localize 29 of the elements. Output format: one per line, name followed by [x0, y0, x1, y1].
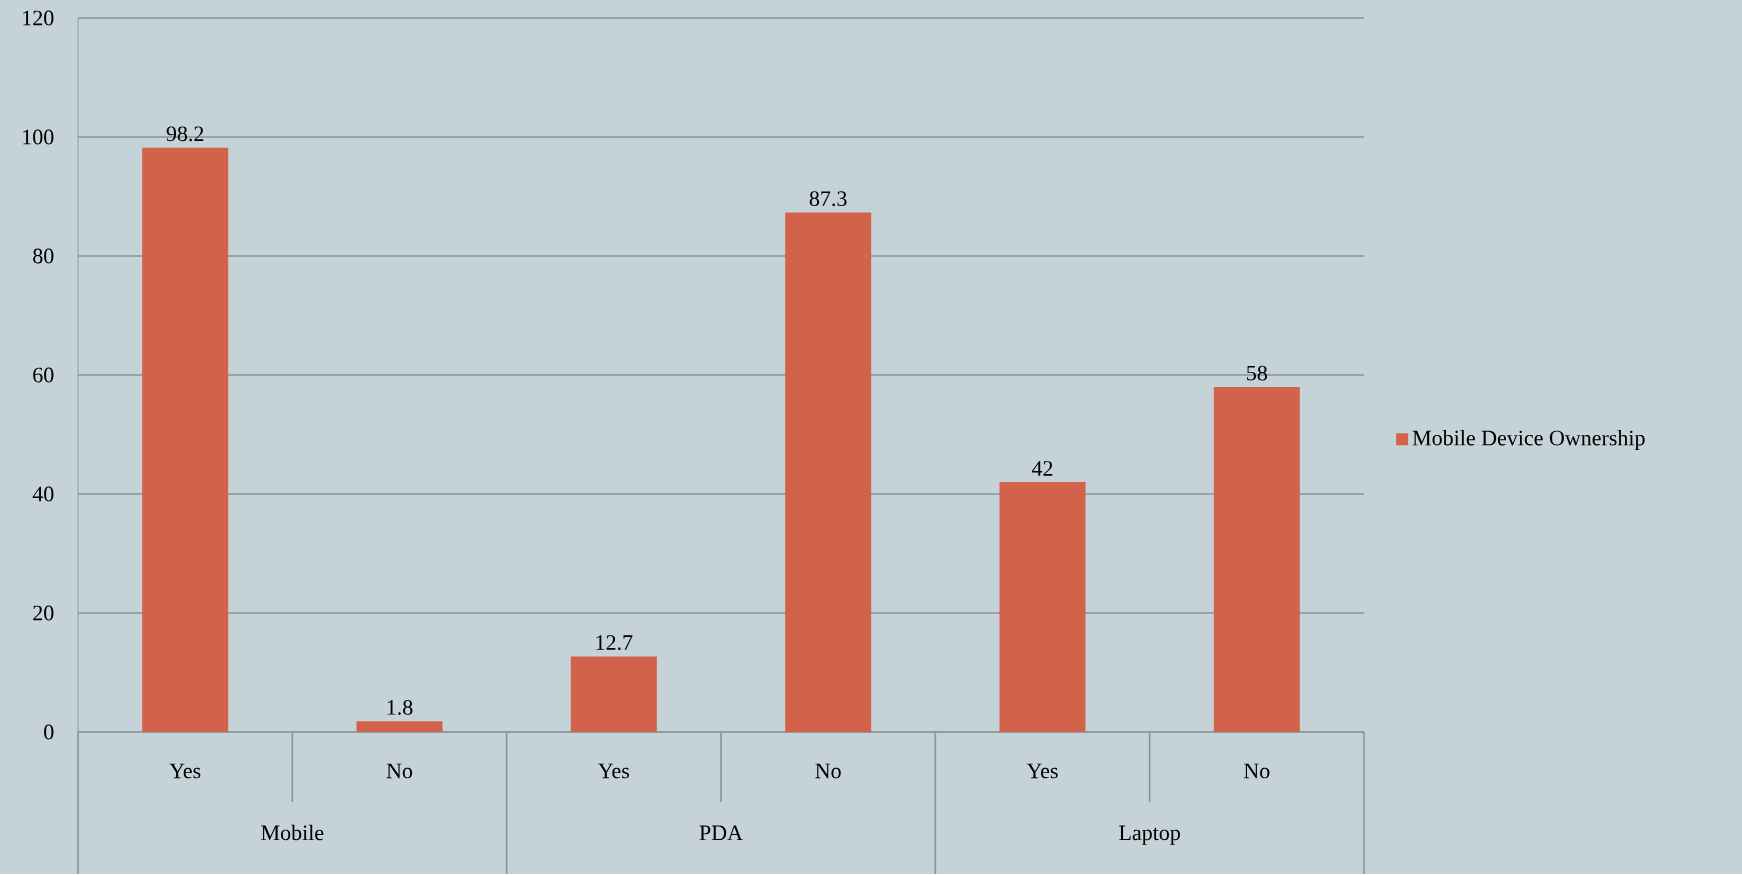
y-tick-label: 80	[33, 248, 54, 264]
text: Mobile	[261, 824, 324, 841]
text: Laptop	[1119, 825, 1180, 845]
text: PDA	[699, 825, 743, 841]
y-tick-label: 20	[33, 605, 54, 621]
x-tick-label: No	[1244, 763, 1270, 779]
data-label: 1.8	[387, 700, 413, 715]
data-label: 42	[1031, 461, 1053, 476]
x-tick-label: Yes	[169, 763, 201, 779]
y-tick-label: 120	[23, 10, 54, 26]
data-label: 58	[1247, 365, 1267, 381]
data-label: 12.7	[596, 635, 633, 651]
y-tick-label: 60	[33, 367, 54, 383]
bar	[356, 721, 443, 733]
y-tick-label: 0	[44, 724, 54, 740]
bar	[1213, 387, 1300, 733]
bar	[570, 656, 657, 733]
y-tick-label: 40	[32, 486, 54, 502]
bar	[142, 147, 229, 733]
legend-label: Mobile Device Ownership	[1412, 430, 1645, 451]
data-label: 87.3	[809, 191, 847, 207]
y-tick-label: 100	[23, 129, 54, 145]
x-tick-label: Yes	[1026, 763, 1058, 779]
x-tick-label: No	[386, 763, 413, 779]
x-tick-label: Yes	[598, 763, 630, 779]
bar	[999, 482, 1086, 733]
bar	[785, 212, 872, 733]
x-tick-label: No	[815, 763, 841, 779]
data-label: 98.2	[166, 126, 204, 142]
